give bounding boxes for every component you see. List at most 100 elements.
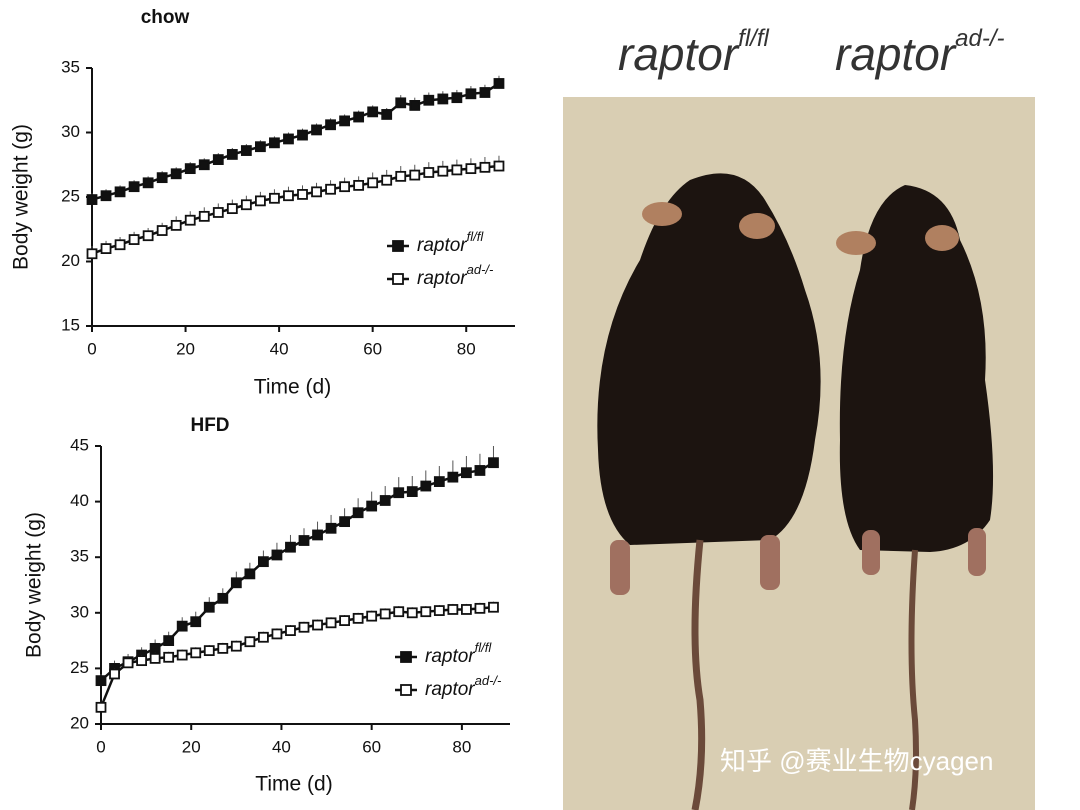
marker [420, 606, 432, 618]
marker [325, 617, 337, 629]
x-tick-label: 40 [270, 339, 289, 358]
legend-name: raptor [425, 646, 475, 667]
marker [109, 668, 120, 680]
marker [420, 480, 432, 492]
marker [156, 225, 168, 236]
marker [271, 549, 283, 561]
marker [493, 160, 505, 172]
marker [339, 181, 351, 193]
marker [190, 616, 202, 628]
marker [479, 161, 491, 173]
marker [488, 601, 499, 613]
marker [393, 606, 405, 618]
marker [406, 607, 418, 619]
marker [379, 608, 391, 620]
marker [230, 640, 242, 652]
marker [240, 199, 252, 211]
y-tick-label: 45 [70, 435, 89, 454]
ear [836, 231, 876, 255]
marker [136, 655, 148, 667]
x-tick-label: 0 [96, 737, 105, 756]
marker [339, 615, 351, 626]
tail [908, 549, 919, 810]
marker [285, 541, 296, 553]
marker [163, 651, 175, 663]
legend-sup: ad-/- [467, 262, 494, 277]
marker [240, 145, 252, 156]
marker [95, 675, 107, 687]
legend-marker [400, 651, 412, 663]
marker [367, 177, 379, 189]
marker [325, 183, 336, 195]
marker [170, 219, 182, 231]
legend-name: raptor [417, 268, 467, 289]
marker [409, 100, 421, 111]
marker [423, 167, 435, 178]
x-tick-label: 40 [272, 737, 291, 756]
marker [447, 471, 459, 483]
marker [339, 516, 351, 528]
x-tick-label: 60 [363, 339, 382, 358]
legend-marker [400, 684, 412, 696]
legend-sup: fl/fl [475, 640, 493, 655]
marker [311, 124, 322, 136]
marker [217, 642, 229, 654]
y-axis-label: Body weight (g) [10, 124, 33, 270]
y-tick-label: 25 [70, 658, 89, 677]
paw [610, 540, 630, 595]
marker [184, 214, 196, 226]
marker [170, 168, 182, 180]
chart-title: HFD [190, 415, 229, 436]
marker [230, 577, 242, 589]
legend-sup: ad-/- [475, 673, 502, 688]
marker [367, 106, 379, 118]
y-axis-label: Body weight (g) [23, 512, 46, 658]
marker [366, 500, 378, 512]
photo-label-sup: fl/fl [738, 25, 769, 52]
mouse-large [597, 173, 821, 546]
paw [760, 535, 780, 590]
marker [423, 94, 435, 106]
marker [381, 174, 393, 186]
marker [352, 612, 364, 624]
marker [244, 568, 256, 580]
marker [297, 189, 308, 200]
marker [269, 137, 280, 149]
y-tick-label: 30 [70, 602, 89, 621]
marker [114, 239, 126, 251]
marker [149, 642, 161, 654]
paw [968, 528, 986, 576]
marker [298, 535, 310, 546]
marker [297, 129, 308, 141]
legend-marker [392, 240, 404, 252]
y-tick-label: 20 [61, 251, 80, 270]
marker [352, 507, 364, 519]
marker [184, 163, 196, 175]
marker [86, 194, 98, 205]
marker [203, 645, 215, 657]
marker [474, 602, 486, 614]
marker [212, 154, 224, 165]
marker [95, 701, 107, 713]
legend-entry: raptorad-/- [425, 673, 502, 700]
marker [395, 97, 407, 109]
watermark: 知乎 @赛业生物cyagen [720, 746, 993, 776]
marker [176, 649, 188, 661]
marker [283, 190, 294, 202]
marker [409, 169, 421, 181]
marker [254, 141, 266, 153]
photo-label: raptorfl/fl [618, 25, 770, 80]
marker [460, 604, 472, 615]
marker [128, 181, 140, 193]
marker [122, 657, 134, 669]
marker [353, 179, 365, 191]
marker [395, 170, 407, 182]
marker [465, 88, 477, 100]
legend-entry: raptorfl/fl [417, 229, 484, 256]
marker [212, 207, 224, 218]
legend-marker [392, 273, 404, 285]
marker [283, 133, 294, 145]
marker [451, 92, 463, 104]
marker [474, 465, 486, 476]
